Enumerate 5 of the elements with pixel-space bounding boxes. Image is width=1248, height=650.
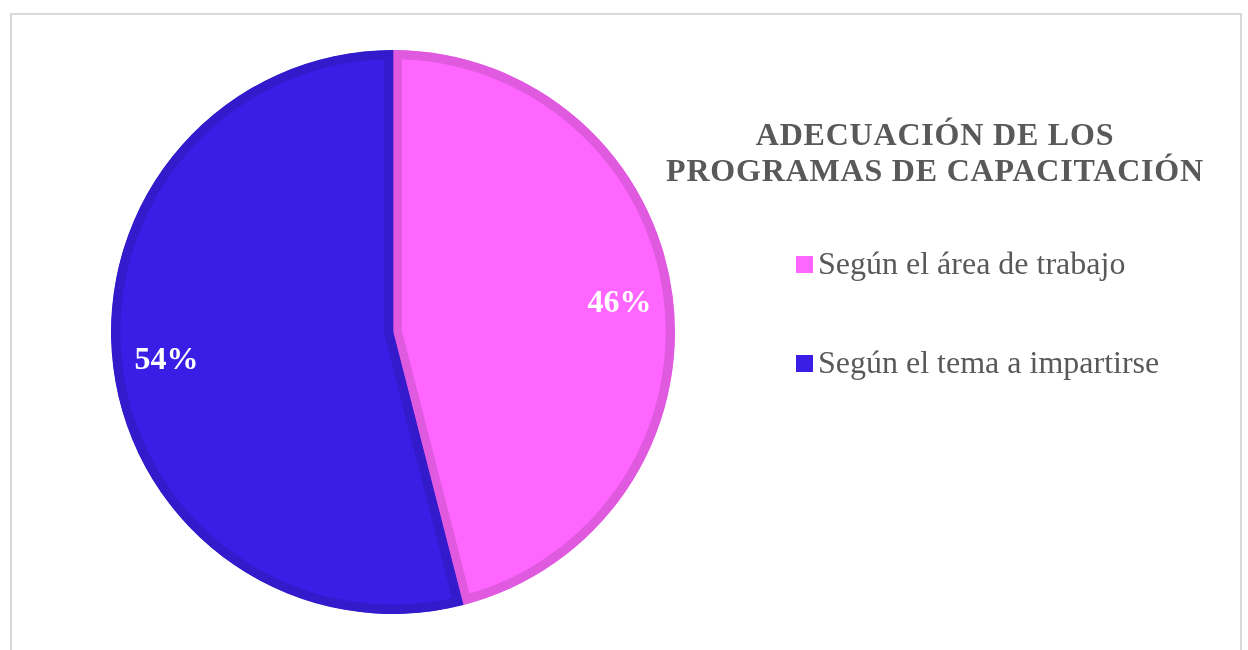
legend-label: Según el área de trabajo: [818, 245, 1126, 281]
text: ADECUACIÓN DE LOS PROGRAMAS DE CAPACITACIÓN: [666, 116, 1204, 188]
legend-label: Según el tema a impartirse: [818, 344, 1160, 380]
data-label: 54%: [134, 339, 199, 376]
data-label: 46%: [587, 282, 652, 319]
